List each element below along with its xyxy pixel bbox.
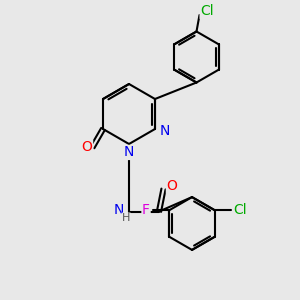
Text: F: F (142, 203, 150, 217)
Text: O: O (167, 179, 177, 193)
Text: H: H (122, 213, 130, 223)
Text: N: N (159, 124, 170, 138)
Text: O: O (82, 140, 93, 154)
Text: N: N (123, 146, 134, 159)
Text: Cl: Cl (233, 203, 247, 217)
Text: Cl: Cl (200, 4, 214, 18)
Text: N: N (113, 203, 124, 217)
